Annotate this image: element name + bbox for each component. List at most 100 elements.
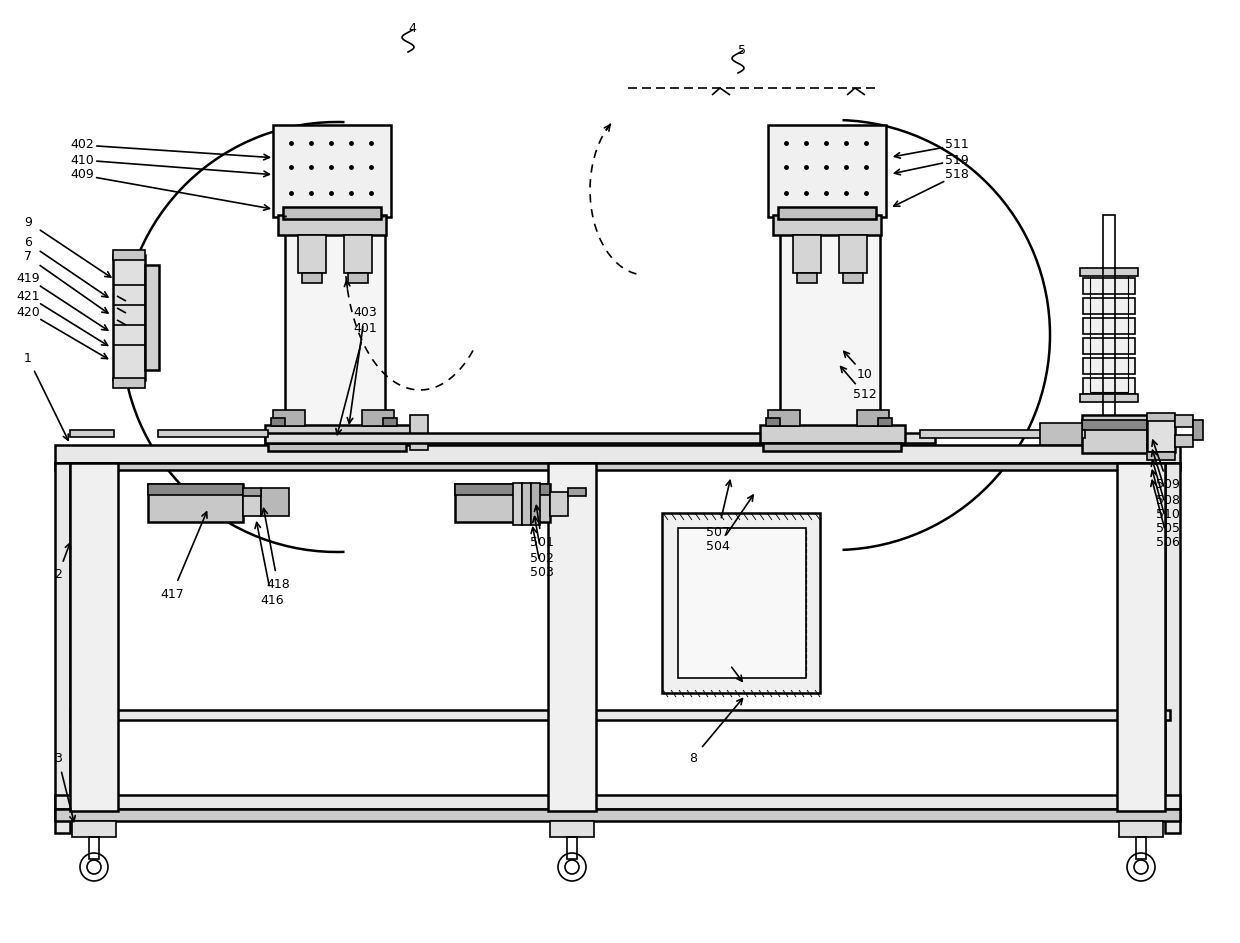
Bar — [1193, 420, 1203, 440]
Bar — [273, 410, 305, 426]
Bar — [1176, 435, 1193, 447]
Bar — [1090, 270, 1128, 392]
Text: 403: 403 — [353, 306, 377, 319]
Bar — [678, 528, 806, 678]
Bar — [760, 425, 905, 443]
Text: 417: 417 — [160, 587, 184, 601]
Text: 3: 3 — [55, 752, 62, 765]
Bar — [568, 488, 587, 496]
Text: 506: 506 — [1156, 536, 1180, 549]
Text: 4: 4 — [408, 22, 415, 35]
Text: 502: 502 — [529, 552, 554, 565]
Bar — [567, 837, 577, 859]
Bar — [797, 273, 817, 283]
Bar — [243, 492, 260, 516]
Bar — [777, 207, 875, 219]
Bar — [920, 430, 1085, 438]
Bar — [455, 484, 551, 495]
Bar — [268, 443, 405, 451]
Text: 419: 419 — [16, 272, 40, 285]
Text: 5: 5 — [738, 43, 746, 57]
Bar — [265, 433, 935, 443]
Bar — [766, 418, 780, 426]
Bar — [768, 410, 800, 426]
Bar — [548, 463, 596, 811]
Bar — [662, 513, 820, 693]
Text: 512: 512 — [853, 389, 877, 402]
Bar — [763, 443, 901, 451]
Bar — [55, 809, 1180, 821]
Text: 8: 8 — [689, 752, 697, 765]
Bar — [273, 125, 391, 217]
Bar — [55, 463, 1180, 470]
Bar — [89, 837, 99, 859]
Bar — [1080, 268, 1138, 276]
Text: 519: 519 — [945, 154, 968, 167]
Bar — [531, 483, 539, 525]
Bar — [278, 215, 386, 235]
Text: 9: 9 — [24, 216, 32, 228]
Bar — [265, 425, 410, 443]
Bar — [72, 821, 117, 837]
Bar — [1147, 452, 1176, 460]
Bar — [243, 488, 260, 496]
Bar — [1083, 420, 1147, 430]
Text: 402: 402 — [71, 139, 94, 152]
Bar — [1147, 418, 1176, 452]
Bar — [148, 484, 243, 522]
Bar — [1080, 394, 1138, 402]
Bar — [283, 207, 381, 219]
Bar — [1083, 378, 1135, 394]
Text: 508: 508 — [1156, 493, 1180, 506]
Bar — [768, 125, 887, 217]
Bar — [1083, 298, 1135, 314]
Text: 410: 410 — [71, 154, 94, 167]
Bar — [1083, 278, 1135, 294]
Text: 409: 409 — [71, 169, 94, 181]
Bar — [455, 484, 551, 522]
Bar — [362, 410, 394, 426]
Bar — [272, 418, 285, 426]
Bar — [157, 430, 268, 437]
Text: 2: 2 — [55, 569, 62, 582]
Bar — [69, 430, 114, 437]
Bar — [839, 235, 867, 273]
Text: 511: 511 — [945, 139, 968, 152]
Bar — [1040, 423, 1083, 445]
Bar — [113, 250, 145, 260]
Text: 418: 418 — [267, 578, 290, 591]
Bar — [383, 418, 397, 426]
Bar — [1118, 821, 1163, 837]
Bar — [303, 273, 322, 283]
Bar — [551, 821, 594, 837]
Text: 10: 10 — [857, 369, 873, 382]
Bar — [1117, 463, 1166, 811]
Bar — [69, 710, 1171, 720]
Bar — [1176, 415, 1193, 427]
Bar — [843, 273, 863, 283]
Text: 7: 7 — [24, 251, 32, 263]
Bar — [55, 795, 1180, 809]
Bar — [1083, 415, 1147, 453]
Bar — [780, 215, 880, 443]
Text: 510: 510 — [1156, 507, 1180, 521]
Bar — [1083, 338, 1135, 354]
Bar — [410, 415, 428, 450]
Text: 509: 509 — [1156, 478, 1180, 491]
Text: 504: 504 — [706, 540, 730, 554]
Text: 420: 420 — [16, 306, 40, 319]
Bar — [551, 492, 568, 516]
Text: 518: 518 — [945, 169, 968, 181]
Text: 505: 505 — [1156, 521, 1180, 535]
Text: 6: 6 — [24, 237, 32, 250]
Bar — [1166, 463, 1180, 833]
Bar — [1147, 413, 1176, 421]
Bar — [794, 235, 821, 273]
Bar — [69, 463, 118, 811]
Bar — [55, 445, 1180, 463]
Bar — [113, 255, 145, 380]
Bar — [1083, 318, 1135, 334]
Bar — [343, 235, 372, 273]
Bar — [1136, 837, 1146, 859]
Bar — [773, 215, 880, 235]
